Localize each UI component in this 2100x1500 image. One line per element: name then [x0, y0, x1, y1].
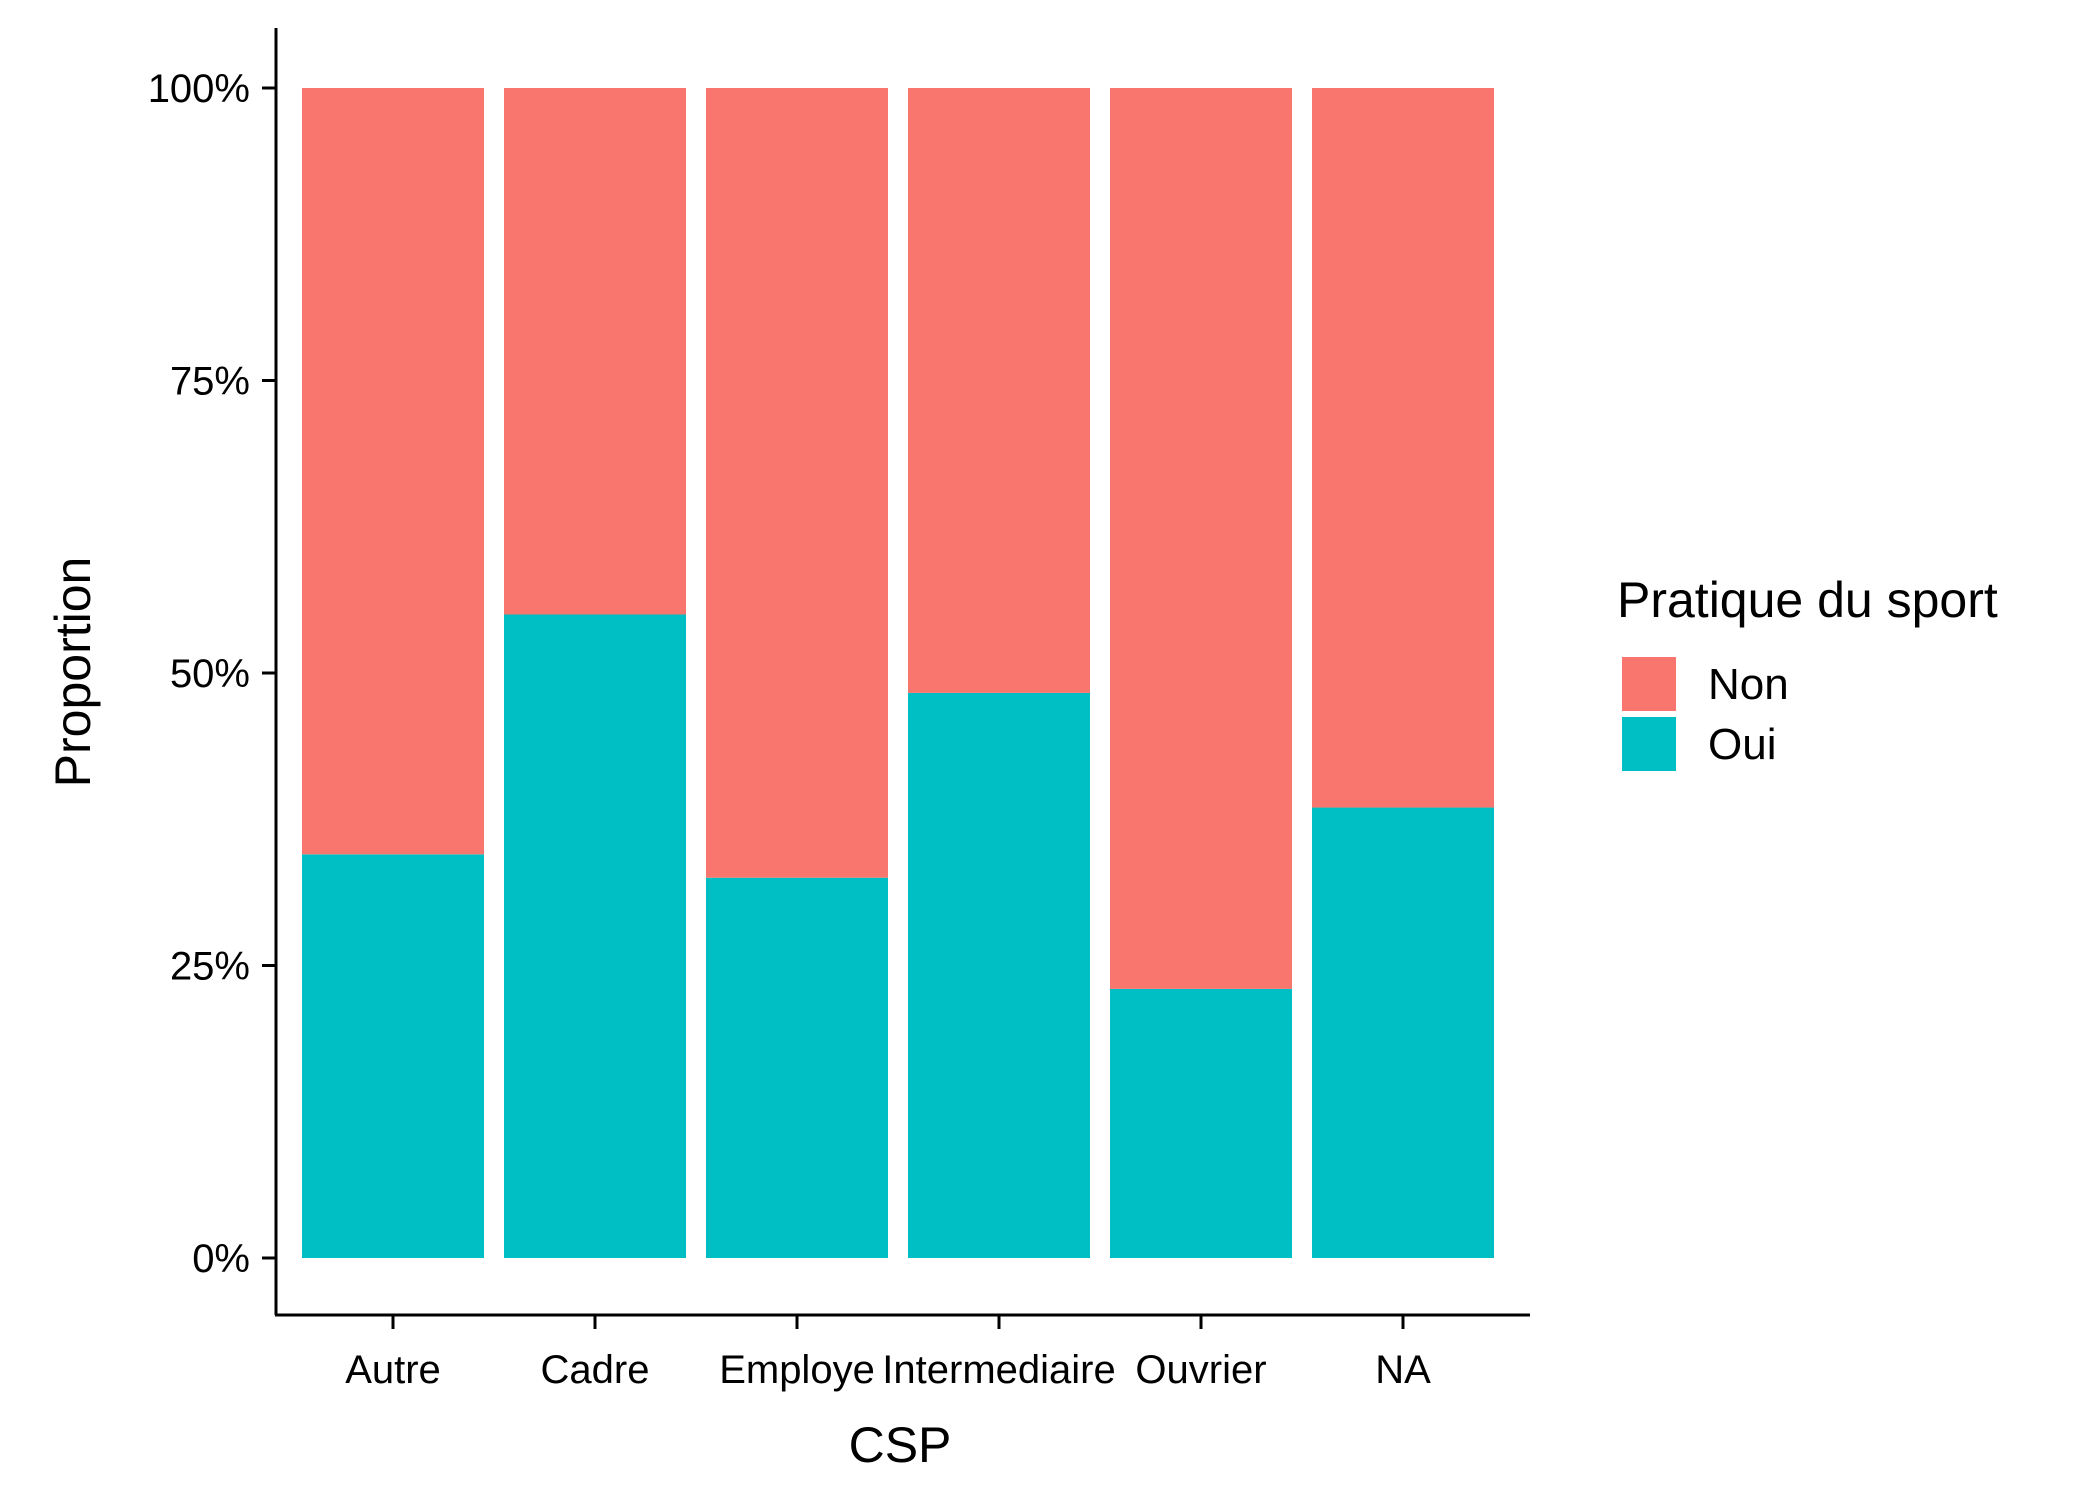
x-tick-label: Cadre	[541, 1348, 650, 1392]
bar-ouvrier-oui	[1110, 988, 1292, 1258]
y-tick-label: 75%	[170, 360, 250, 404]
x-tick-label: Autre	[345, 1348, 441, 1392]
bar-employe-non	[706, 88, 888, 878]
bar-intermediaire-oui	[908, 692, 1090, 1258]
bar-intermediaire-non	[908, 88, 1090, 693]
legend-title: Pratique du sport	[1617, 572, 1998, 628]
bars-group	[302, 88, 1494, 1258]
bar-ouvrier-non	[1110, 88, 1292, 989]
x-tick-label: Intermediaire	[882, 1348, 1115, 1392]
bar-na-non	[1312, 88, 1494, 808]
y-tick-label: 50%	[170, 652, 250, 696]
legend-label-non: Non	[1708, 660, 1789, 709]
y-ticks-group: 0% 25% 50% 75% 100%	[148, 67, 276, 1281]
bar-cadre-oui	[504, 614, 686, 1258]
y-tick-label: 0%	[192, 1237, 250, 1281]
y-axis-title: Proportion	[45, 557, 101, 788]
x-tick-label: NA	[1375, 1348, 1431, 1392]
x-tick-label: Ouvrier	[1135, 1348, 1266, 1392]
x-axis-title: CSP	[849, 1417, 952, 1473]
legend: Pratique du sport Non Oui	[1617, 572, 1998, 771]
bar-na-oui	[1312, 807, 1494, 1258]
y-tick-label: 100%	[148, 67, 250, 111]
legend-key-oui	[1622, 717, 1676, 771]
y-tick-label: 25%	[170, 945, 250, 989]
bar-employe-oui	[706, 877, 888, 1258]
bar-autre-oui	[302, 854, 484, 1258]
legend-label-oui: Oui	[1708, 720, 1776, 769]
legend-items-group: Non Oui	[1622, 657, 1789, 771]
x-tick-label: Employe	[719, 1348, 875, 1392]
x-ticks-group: Autre Cadre Employe Intermediaire Ouvrier NA	[345, 1315, 1431, 1392]
bar-autre-non	[302, 88, 484, 855]
legend-key-non	[1622, 657, 1676, 711]
bar-cadre-non	[504, 88, 686, 615]
